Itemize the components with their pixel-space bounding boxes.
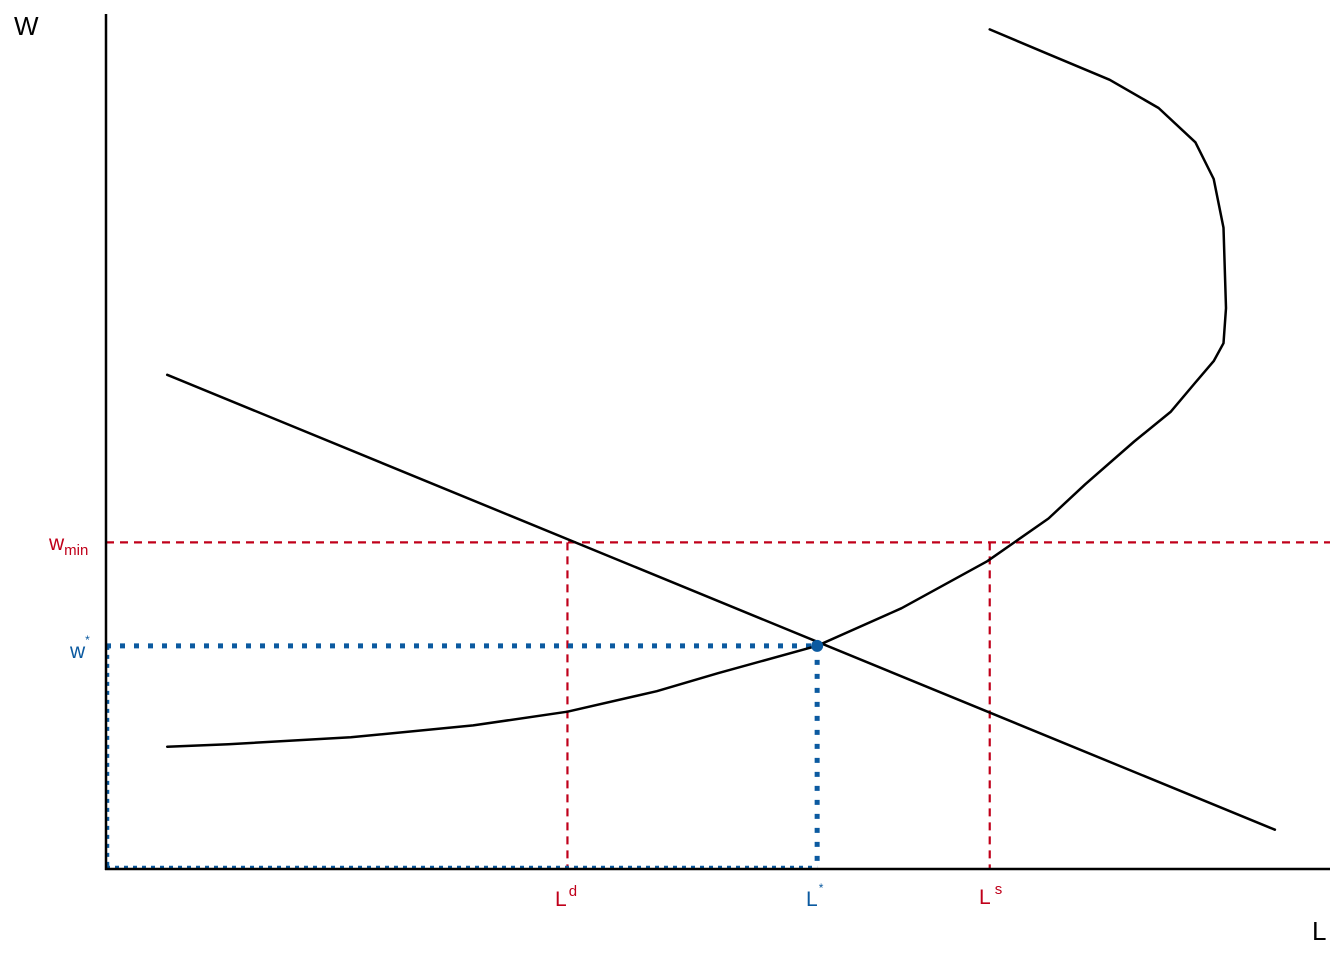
wmin-label: wmin — [48, 532, 88, 559]
ld-label-main: L — [555, 888, 567, 911]
equilibrium-point — [811, 639, 824, 652]
wstar-label-sup: * — [85, 633, 90, 647]
lstar-label: L* — [806, 881, 824, 911]
curves — [165, 28, 1277, 831]
ls-label-sup: s — [995, 881, 1003, 898]
reference-lines — [106, 541, 1330, 869]
labor-demand-curve — [165, 373, 1277, 831]
labor-supply-curve — [165, 28, 1228, 748]
wmin-label-main: w — [48, 532, 65, 555]
x-axis-title: L — [1312, 916, 1326, 946]
wstar-label-main: w — [69, 640, 86, 663]
ld-label-sup: d — [569, 883, 577, 900]
lstar-label-sup: * — [819, 881, 824, 895]
ls-label-main: L — [979, 886, 991, 909]
points — [811, 639, 824, 652]
lstar-label-main: L — [806, 888, 818, 911]
y-axis-title: W — [14, 11, 39, 41]
wmin-label-sub: min — [64, 542, 88, 559]
wstar-label: w* — [69, 633, 90, 663]
